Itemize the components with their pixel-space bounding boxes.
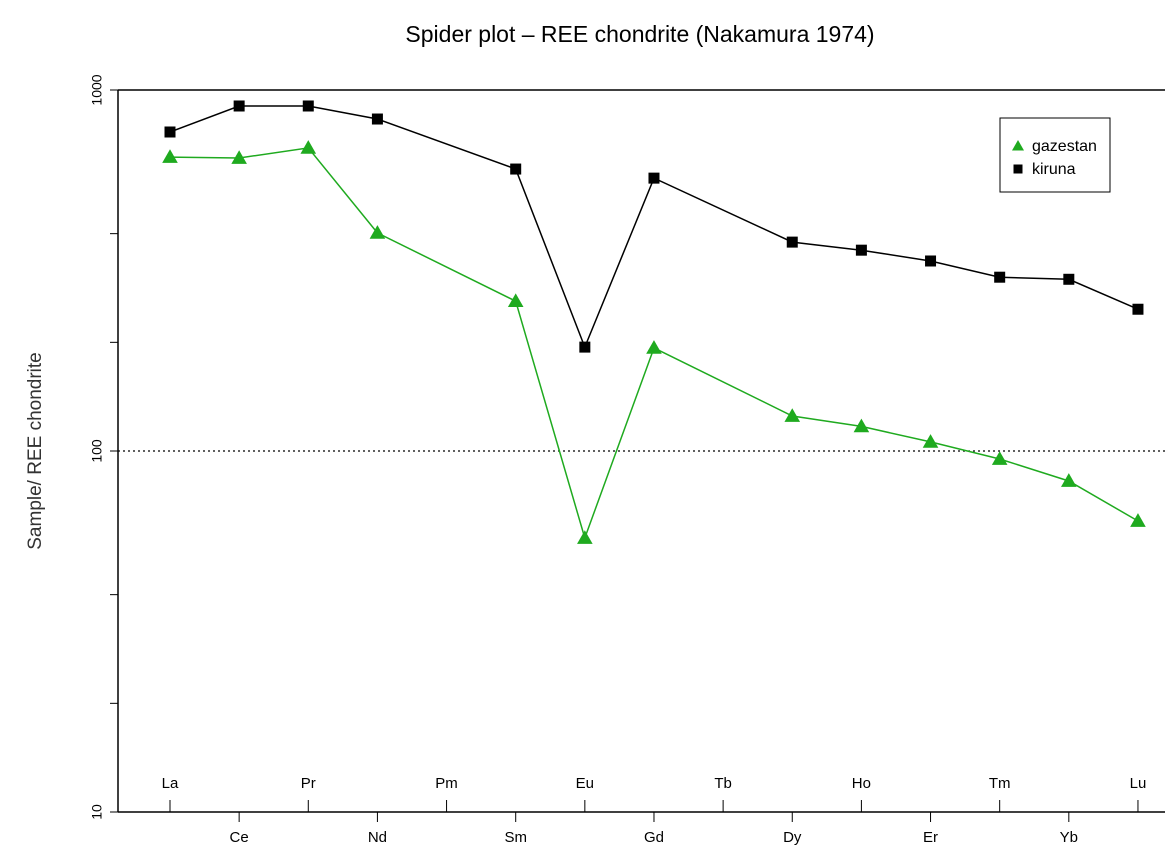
marker	[164, 126, 176, 138]
x-tick-label: Pr	[301, 775, 316, 792]
x-tick-label: Yb	[1060, 829, 1078, 846]
marker	[162, 149, 178, 163]
x-tick-label: Sm	[504, 829, 527, 846]
marker	[1063, 273, 1075, 285]
marker	[369, 225, 386, 239]
legend-label: gazestan	[1032, 138, 1097, 155]
marker	[853, 418, 870, 433]
x-tick-label: Tb	[714, 775, 732, 792]
marker	[1013, 164, 1023, 174]
marker	[1012, 140, 1024, 151]
marker	[994, 271, 1006, 283]
marker	[371, 113, 383, 125]
x-tick-label: Dy	[783, 829, 802, 846]
y-tick-label: 100	[89, 439, 105, 463]
marker	[510, 163, 522, 175]
x-tick-label: La	[162, 775, 179, 792]
marker	[784, 408, 801, 422]
marker	[786, 236, 798, 248]
x-tick-label: Gd	[644, 829, 664, 846]
marker	[231, 150, 247, 164]
marker	[233, 100, 245, 112]
y-axis-label: Sample/ REE chondrite	[25, 352, 46, 550]
marker	[922, 434, 939, 448]
marker	[646, 340, 662, 354]
x-tick-label: Lu	[1130, 775, 1147, 792]
x-tick-label: Ce	[230, 829, 249, 846]
marker	[925, 255, 937, 267]
marker	[302, 100, 314, 112]
marker	[579, 341, 591, 353]
y-tick-label: 10	[89, 804, 105, 820]
x-tick-label: Nd	[368, 829, 387, 846]
marker	[991, 451, 1008, 465]
chart-title: Spider plot – REE chondrite (Nakamura 19…	[405, 21, 874, 47]
x-tick-label: Tm	[989, 775, 1011, 792]
x-tick-label: Pm	[435, 775, 458, 792]
x-tick-label: Eu	[576, 775, 594, 792]
marker	[1061, 473, 1077, 487]
marker	[577, 530, 593, 544]
y-tick-label: 1000	[89, 74, 105, 105]
legend-label: kiruna	[1032, 161, 1076, 178]
legend-box	[999, 117, 1111, 193]
marker	[648, 172, 660, 184]
marker	[300, 140, 317, 154]
x-tick-label: Ho	[852, 775, 871, 792]
marker	[1130, 513, 1146, 527]
marker	[1132, 303, 1144, 315]
marker	[855, 244, 867, 256]
x-tick-label: Er	[923, 829, 938, 846]
marker	[507, 293, 524, 308]
